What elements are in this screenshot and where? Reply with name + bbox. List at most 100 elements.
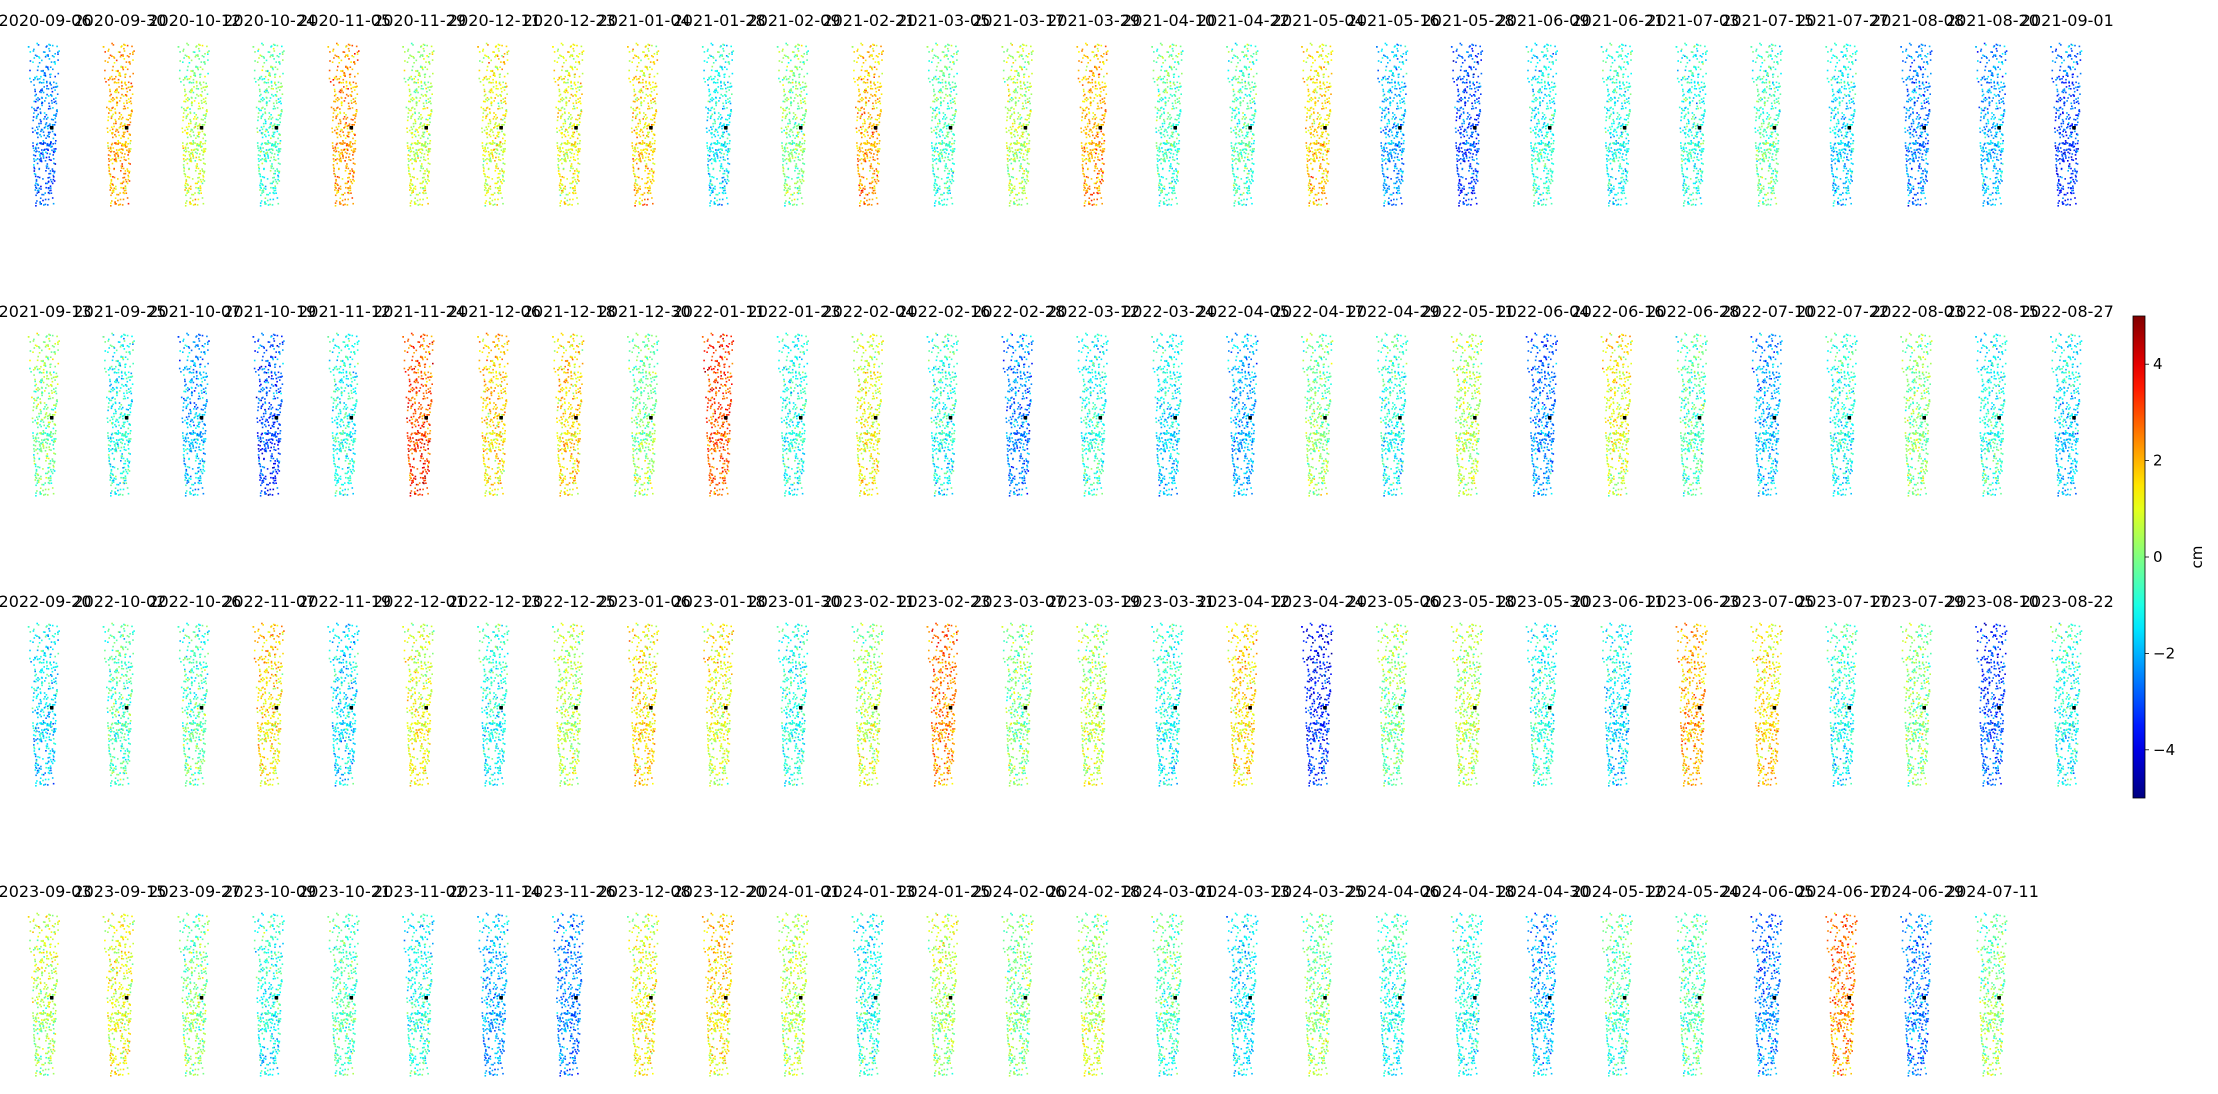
scatter-point (111, 110, 113, 112)
scatter-point (865, 90, 867, 92)
scatter-point (565, 129, 567, 131)
scatter-point (40, 131, 42, 133)
scatter-point (571, 85, 573, 87)
scatter-point (191, 97, 193, 99)
scatter-point (799, 185, 801, 187)
scatter-point (482, 79, 484, 81)
scatter-point (636, 183, 638, 185)
scatter-point (273, 108, 275, 110)
scatter-point (357, 59, 359, 61)
scatter-point (950, 119, 952, 121)
scatter-point (629, 51, 631, 53)
scatter-point (789, 121, 791, 123)
scatter-point (270, 122, 272, 124)
scatter-point (332, 116, 334, 118)
scatter-point (348, 50, 350, 52)
scatter-point (127, 170, 129, 172)
scatter-point (781, 145, 783, 147)
scatter-point (782, 154, 784, 156)
scatter-point (50, 179, 52, 181)
scatter-point (717, 194, 719, 196)
scatter-point (858, 110, 860, 112)
scatter-point (418, 135, 420, 137)
scatter-point (803, 76, 805, 78)
scatter-point (195, 114, 197, 116)
scatter-point (719, 192, 721, 194)
scatter-point (354, 134, 356, 136)
scatter-point (338, 168, 340, 170)
scatter-point (422, 132, 424, 134)
scatter-point (202, 154, 204, 156)
scatter-point (262, 163, 264, 165)
scatter-point (572, 55, 574, 57)
scatter-point (503, 148, 505, 150)
scatter-point (46, 165, 48, 167)
scatter-point (491, 194, 493, 196)
scatter-point (508, 50, 510, 52)
scatter-point (124, 159, 126, 161)
scatter-point (864, 131, 866, 133)
scatter-point (179, 60, 181, 62)
scatter-point (870, 82, 872, 84)
scatter-point (121, 88, 123, 90)
scatter-point (577, 163, 579, 165)
scatter-point (349, 108, 351, 110)
scatter-point (656, 111, 658, 113)
scatter-point (279, 53, 281, 55)
scatter-point (51, 181, 53, 183)
scatter-point (408, 158, 410, 160)
scatter-point (938, 108, 940, 110)
scatter-point (865, 194, 867, 196)
scatter-point (273, 181, 275, 183)
scatter-point (418, 112, 420, 114)
scatter-point (784, 101, 786, 103)
scatter-point (642, 131, 644, 133)
scatter-point (556, 131, 558, 133)
scatter-point (127, 45, 129, 47)
scatter-point (949, 66, 951, 68)
scatter-point (796, 163, 798, 165)
scatter-point (29, 78, 31, 80)
scatter-point (649, 185, 651, 187)
scatter-point (410, 76, 412, 78)
scatter-point (341, 82, 343, 84)
scatter-point (123, 168, 125, 170)
scatter-point (949, 187, 951, 189)
scatter-point (879, 86, 881, 88)
scatter-point (875, 88, 877, 90)
scatter-point (708, 168, 710, 170)
scatter-point (637, 66, 639, 68)
scatter-point (342, 82, 344, 84)
scatter-point (190, 136, 192, 138)
scatter-point (426, 197, 428, 199)
scatter-point (126, 150, 128, 152)
scatter-point (124, 123, 126, 125)
scatter-point (259, 77, 261, 79)
scatter-point (711, 176, 713, 178)
scatter-point (713, 82, 715, 84)
scatter-point (272, 177, 274, 179)
scatter-point (202, 55, 204, 57)
scatter-point (111, 55, 113, 57)
scatter-point (52, 45, 54, 47)
scatter-point (198, 199, 200, 201)
scatter-point (185, 182, 187, 184)
scatter-point (483, 168, 485, 170)
scatter-point (711, 115, 713, 117)
scatter-point (357, 73, 359, 75)
scatter-point (33, 164, 35, 166)
reference-point-marker (275, 126, 279, 130)
scatter-point (784, 189, 786, 191)
scatter-point (32, 128, 34, 130)
scatter-point (274, 50, 276, 52)
scatter-point (781, 120, 783, 122)
scatter-point (341, 97, 343, 99)
scatter-point (955, 46, 957, 48)
scatter-point (353, 148, 355, 150)
scatter-point (356, 86, 358, 88)
scatter-point (561, 107, 563, 109)
scatter-point (350, 181, 352, 183)
scatter-point (423, 159, 425, 161)
scatter-point (707, 84, 709, 86)
scatter-point (193, 204, 195, 206)
